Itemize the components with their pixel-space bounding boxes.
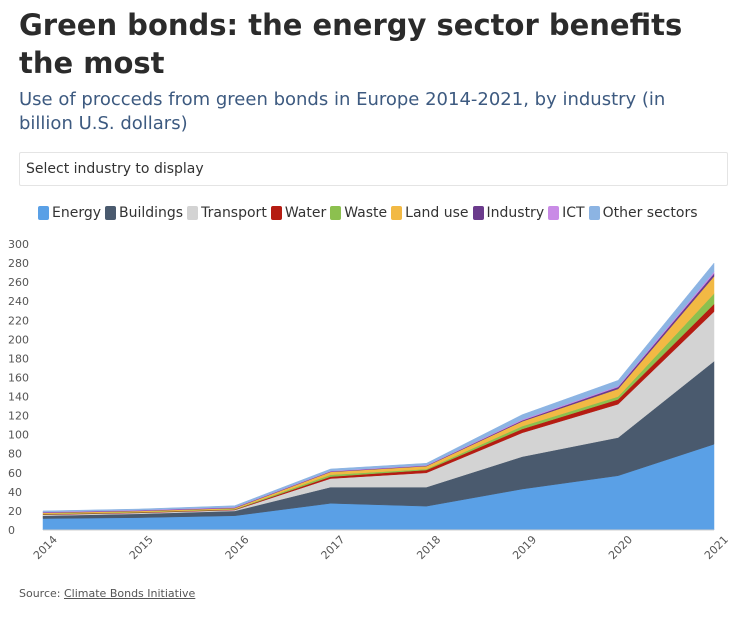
y-tick-label: 60: [8, 467, 22, 480]
x-tick-label: 2014: [31, 533, 60, 562]
legend-swatch-buildings: [105, 206, 117, 220]
x-tick-label: 2015: [127, 533, 156, 562]
y-tick-label: 200: [8, 333, 29, 346]
y-tick-label: 220: [8, 314, 29, 327]
y-tick-label: 280: [8, 257, 29, 270]
legend-item-water[interactable]: Water: [270, 205, 327, 221]
legend-swatch-water: [270, 206, 282, 220]
stacked-area-chart: 0 20 40 60 80 100 120 140 160 180 200 220 240 260 280 3…: [8, 238, 731, 562]
chart-legend: Energy Buildings Transport Water Waste Land u…: [38, 204, 702, 222]
legend-item-energy[interactable]: Energy: [38, 205, 101, 221]
source-link[interactable]: Climate Bonds Initiative: [64, 587, 196, 600]
y-tick-label: 100: [8, 429, 29, 442]
legend-swatch-waste: [330, 206, 342, 220]
x-tick-label: 2017: [319, 533, 348, 562]
legend-label-land-use: Land use: [405, 205, 469, 221]
source-label: Source:: [19, 587, 61, 600]
x-tick-label: 2021: [702, 533, 731, 562]
x-tick-label: 2018: [414, 533, 443, 562]
legend-item-other-sectors[interactable]: Other sectors: [588, 205, 698, 221]
legend-swatch-ict: [548, 206, 560, 220]
y-tick-label: 300: [8, 238, 29, 251]
area-other-sectors[interactable]: [42, 262, 715, 513]
legend-item-land-use[interactable]: Land use: [391, 205, 469, 221]
y-tick-label: 80: [8, 448, 22, 461]
legend-label-buildings: Buildings: [119, 205, 184, 221]
legend-label-industry: Industry: [486, 205, 545, 221]
legend-label-other-sectors: Other sectors: [602, 205, 698, 221]
legend-item-buildings[interactable]: Buildings: [105, 205, 183, 221]
legend-swatch-transport: [187, 206, 199, 220]
y-tick-label: 260: [8, 276, 29, 289]
chart-subtitle: Use of procceds from green bonds in Euro…: [19, 89, 666, 134]
chart-title: Green bonds: the energy sector benefits …: [19, 8, 683, 80]
industry-select[interactable]: Select industry to display: [19, 152, 728, 186]
legend-item-industry[interactable]: Industry: [472, 205, 545, 221]
legend-item-waste[interactable]: Waste: [330, 205, 387, 221]
y-tick-label: 180: [8, 352, 29, 365]
legend-label-energy: Energy: [52, 205, 102, 221]
y-tick-label: 40: [8, 486, 22, 499]
legend-label-ict: ICT: [562, 205, 585, 221]
legend-swatch-land-use: [391, 206, 403, 220]
legend-label-waste: Waste: [344, 205, 388, 221]
legend-item-ict[interactable]: ICT: [548, 205, 585, 221]
legend-item-transport[interactable]: Transport: [187, 205, 267, 221]
x-tick-label: 2019: [510, 533, 539, 562]
legend-swatch-industry: [472, 206, 484, 220]
legend-label-water: Water: [284, 205, 327, 221]
x-tick-label: 2020: [606, 533, 635, 562]
y-tick-label: 140: [8, 391, 29, 404]
y-tick-label: 20: [8, 505, 22, 518]
legend-swatch-energy: [38, 206, 49, 220]
y-tick-label: 240: [8, 295, 29, 308]
legend-swatch-other-sectors: [588, 206, 600, 220]
source-note: Source: Climate Bonds Initiative: [19, 587, 195, 600]
y-tick-label: 120: [8, 410, 29, 423]
legend-label-transport: Transport: [201, 205, 267, 221]
y-tick-label: 160: [8, 371, 29, 384]
y-tick-label: 0: [8, 524, 15, 537]
x-tick-label: 2016: [223, 533, 252, 562]
